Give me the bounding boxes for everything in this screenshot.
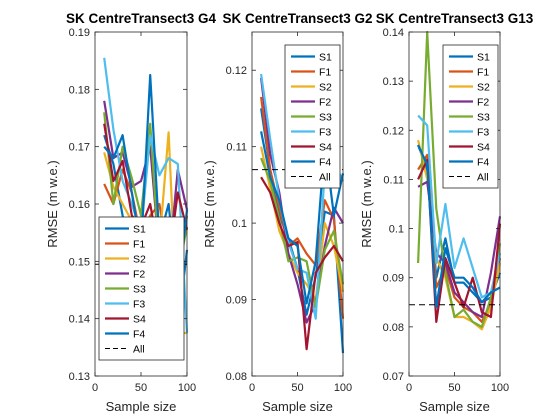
y-tick-label: 0.12 — [226, 65, 247, 77]
legend-label-f2: F2 — [477, 97, 489, 109]
legend-label-s3: S3 — [477, 112, 490, 124]
legend-label-f1: F1 — [133, 239, 145, 251]
x-axis-label: Sample size — [262, 399, 333, 414]
x-tick-label: 100 — [334, 382, 352, 394]
legend: S1 F1 S2 F2 S3 F3 S4 F4 All — [442, 44, 499, 189]
legend-label-s1: S1 — [133, 224, 146, 236]
x-axis-label: Sample size — [106, 399, 177, 414]
chart-title: SK CentreTransect3 G2 — [222, 11, 372, 26]
y-tick-label: 0.13 — [69, 371, 90, 383]
x-tick-label: 50 — [135, 382, 147, 394]
legend-label-f1: F1 — [477, 67, 489, 79]
legend-label-s1: S1 — [319, 52, 332, 64]
legend-label-f2: F2 — [319, 97, 331, 109]
x-tick-label: 50 — [448, 382, 460, 394]
y-tick-label: 0.11 — [383, 174, 404, 186]
y-tick-label: 0.19 — [69, 27, 90, 39]
x-axis-label: Sample size — [419, 399, 490, 414]
x-tick-label: 100 — [491, 382, 509, 394]
legend-label-f3: F3 — [133, 299, 145, 311]
series-line-s3 — [260, 157, 345, 309]
y-tick-label: 0.17 — [69, 142, 90, 154]
legend-label-all: All — [133, 344, 145, 356]
legend-label-s2: S2 — [133, 254, 146, 266]
legend-label-s4: S4 — [477, 142, 490, 154]
legend-label-all: All — [477, 172, 489, 184]
y-tick-label: 0.1 — [389, 224, 404, 236]
y-tick-label: 0.09 — [383, 273, 404, 285]
series-line-f3 — [103, 57, 189, 334]
legend: S1 F1 S2 F2 S3 F3 S4 F4 All — [98, 216, 185, 361]
chart-title: SK CentreTransect3 G13 — [376, 11, 534, 26]
legend: S1 F1 S2 F2 S3 F3 S4 F4 All — [284, 44, 341, 189]
legend-label-s4: S4 — [133, 314, 146, 326]
legend-label-s2: S2 — [319, 82, 332, 94]
series-line-f4 — [417, 144, 501, 309]
legend-label-f4: F4 — [477, 157, 489, 169]
y-axis-label: RMSE (m w.e.) — [45, 160, 60, 247]
y-tick-label: 0.08 — [226, 371, 247, 383]
y-tick-label: 0.12 — [383, 125, 404, 137]
x-tick-label: 0 — [406, 382, 412, 394]
legend-label-s4: S4 — [319, 142, 332, 154]
y-tick-label: 0.11 — [226, 142, 247, 154]
x-tick-label: 50 — [291, 382, 303, 394]
legend-label-s3: S3 — [133, 284, 146, 296]
x-tick-label: 0 — [249, 382, 255, 394]
y-tick-label: 0.09 — [226, 295, 247, 307]
legend-label-s1: S1 — [477, 52, 490, 64]
series-line-s4 — [260, 176, 344, 351]
x-tick-label: 0 — [92, 382, 98, 394]
legend-label-f3: F3 — [319, 127, 331, 139]
x-tick-label: 100 — [178, 382, 196, 394]
legend-label-f4: F4 — [319, 157, 331, 169]
y-tick-label: 0.18 — [69, 84, 90, 96]
legend-label-f1: F1 — [319, 67, 331, 79]
legend-label-s2: S2 — [477, 82, 490, 94]
y-tick-label: 0.16 — [69, 199, 90, 211]
chart-title: SK CentreTransect3 G4 — [66, 11, 217, 26]
legend-label-f4: F4 — [133, 329, 145, 341]
chart-panel-3: 0 50 100 0.07 0.08 0.09 0.1 0.11 0.12 0.13 0.14 Sam… — [359, 11, 534, 414]
chart-panel-2: 0 50 100 0.08 0.09 0.1 0.11 0.12 Sample size RMSE… — [202, 11, 373, 414]
y-tick-label: 0.08 — [383, 322, 404, 334]
y-tick-label: 0.14 — [383, 27, 404, 39]
y-tick-label: 0.13 — [383, 76, 404, 88]
series-line-s3 — [417, 30, 502, 328]
y-tick-label: 0.14 — [69, 314, 90, 326]
chart-panel-1: 0 50 100 0.13 0.14 0.15 0.16 0.17 0.18 0.19 Sample… — [45, 11, 217, 414]
legend-label-f2: F2 — [133, 269, 145, 281]
series-line-f3 — [417, 114, 502, 299]
legend-label-s3: S3 — [319, 112, 332, 124]
legend-label-f3: F3 — [477, 127, 489, 139]
y-axis-label: RMSE (m w.e.) — [202, 160, 217, 247]
legend-label-all: All — [319, 172, 331, 184]
y-tick-label: 0.1 — [232, 218, 247, 230]
y-tick-label: 0.07 — [383, 371, 404, 383]
y-axis-label: RMSE (m w.e.) — [359, 160, 374, 247]
y-tick-label: 0.15 — [69, 256, 90, 268]
